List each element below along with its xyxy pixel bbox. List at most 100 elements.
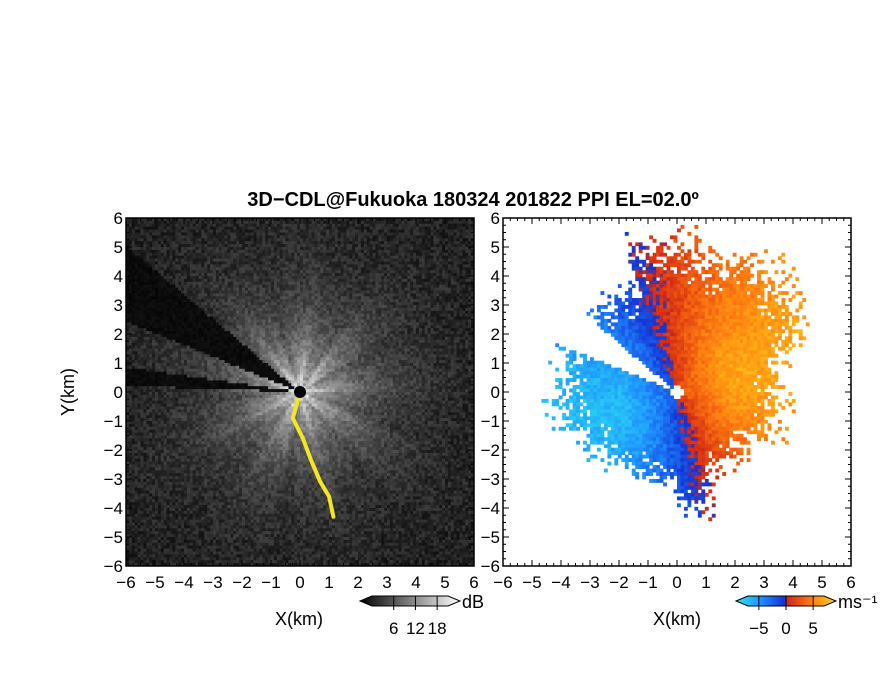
backscatter-cell xyxy=(311,258,315,262)
backscatter-cell xyxy=(453,241,457,245)
backscatter-cell xyxy=(163,220,167,225)
backscatter-cell xyxy=(268,281,272,286)
backscatter-cell xyxy=(178,299,182,303)
backscatter-cell xyxy=(311,293,315,297)
backscatter-cell xyxy=(195,270,199,274)
backscatter-cell xyxy=(128,322,133,326)
backscatter-cell xyxy=(471,313,474,317)
backscatter-cell xyxy=(265,264,269,268)
backscatter-cell xyxy=(366,270,370,274)
backscatter-cell xyxy=(398,247,402,251)
backscatter-cell xyxy=(189,258,194,262)
backscatter-cell xyxy=(456,319,460,323)
backscatter-cell xyxy=(352,226,356,230)
backscatter-cell xyxy=(198,281,202,286)
backscatter-cell xyxy=(247,325,252,329)
backscatter-cell xyxy=(320,307,324,312)
backscatter-cell xyxy=(282,223,286,228)
backscatter-cell xyxy=(343,244,347,248)
backscatter-cell xyxy=(242,249,246,254)
backscatter-cell xyxy=(462,273,466,277)
backscatter-cell xyxy=(337,261,341,265)
backscatter-cell xyxy=(427,255,431,259)
backscatter-cell xyxy=(305,220,310,225)
backscatter-cell xyxy=(436,249,440,254)
backscatter-cell xyxy=(276,241,281,245)
backscatter-cell xyxy=(160,264,165,268)
backscatter-cell xyxy=(421,229,426,233)
backscatter-cell xyxy=(276,273,281,277)
backscatter-cell xyxy=(381,325,385,329)
backscatter-cell xyxy=(195,249,199,254)
backscatter-cell xyxy=(427,281,431,286)
backscatter-cell xyxy=(302,235,307,239)
backscatter-cell xyxy=(326,313,330,317)
backscatter-cell xyxy=(215,319,220,323)
backscatter-cell xyxy=(439,273,443,277)
backscatter-cell xyxy=(395,325,399,329)
backscatter-cell xyxy=(311,284,315,288)
backscatter-cell xyxy=(137,325,141,329)
backscatter-cell xyxy=(239,255,243,259)
backscatter-cell xyxy=(421,244,426,248)
backscatter-cell xyxy=(233,232,237,236)
backscatter-cell xyxy=(247,232,252,236)
backscatter-cell xyxy=(297,223,301,228)
backscatter-cell xyxy=(363,244,368,248)
backscatter-cell xyxy=(192,325,196,329)
backscatter-cell xyxy=(247,244,252,248)
backscatter-cell xyxy=(326,232,330,236)
backscatter-cell xyxy=(233,293,237,297)
backscatter-cell xyxy=(146,307,150,312)
backscatter-cell xyxy=(175,264,179,268)
backscatter-cell xyxy=(442,299,446,303)
backscatter-cell xyxy=(233,267,237,271)
backscatter-cell xyxy=(363,293,368,297)
backscatter-cell xyxy=(453,276,457,280)
backscatter-cell xyxy=(302,310,307,315)
backscatter-cell xyxy=(294,220,298,225)
backscatter-cell xyxy=(250,220,254,225)
backscatter-cell xyxy=(355,252,359,257)
backscatter-cell xyxy=(337,305,341,309)
backscatter-cell xyxy=(262,270,266,274)
backscatter-cell xyxy=(308,223,312,228)
backscatter-cell xyxy=(163,232,167,236)
backscatter-cell xyxy=(157,264,162,268)
backscatter-cell xyxy=(430,310,434,315)
backscatter-cell xyxy=(140,229,144,233)
backscatter-cell xyxy=(250,313,254,317)
backscatter-cell xyxy=(369,296,373,300)
backscatter-cell xyxy=(253,281,257,286)
backscatter-cell xyxy=(160,255,165,259)
backscatter-cell xyxy=(131,258,136,262)
backscatter-cell xyxy=(128,241,133,245)
backscatter-cell xyxy=(198,267,202,271)
backscatter-cell xyxy=(302,278,307,283)
backscatter-cell xyxy=(384,244,388,248)
backscatter-cell xyxy=(262,247,266,251)
backscatter-cell xyxy=(221,261,225,265)
backscatter-cell xyxy=(233,220,237,225)
backscatter-cell xyxy=(337,218,341,222)
backscatter-cell xyxy=(265,218,269,222)
backscatter-cell xyxy=(181,325,185,329)
backscatter-cell xyxy=(169,336,173,341)
backscatter-cell xyxy=(166,258,170,262)
backscatter-cell xyxy=(143,267,147,271)
backscatter-cell xyxy=(297,278,301,283)
backscatter-cell xyxy=(355,218,359,222)
backscatter-cell xyxy=(340,307,344,312)
backscatter-cell xyxy=(288,325,292,329)
backscatter-cell xyxy=(213,278,217,283)
backscatter-cell xyxy=(152,328,156,332)
backscatter-cell xyxy=(320,276,324,280)
backscatter-cell xyxy=(256,226,260,230)
backscatter-cell xyxy=(363,319,368,323)
backscatter-cell xyxy=(256,252,260,257)
backscatter-cell xyxy=(157,293,162,297)
backscatter-cell xyxy=(143,284,147,288)
backscatter-cell xyxy=(436,258,440,262)
backscatter-cell xyxy=(340,255,344,259)
backscatter-cell xyxy=(326,278,330,283)
